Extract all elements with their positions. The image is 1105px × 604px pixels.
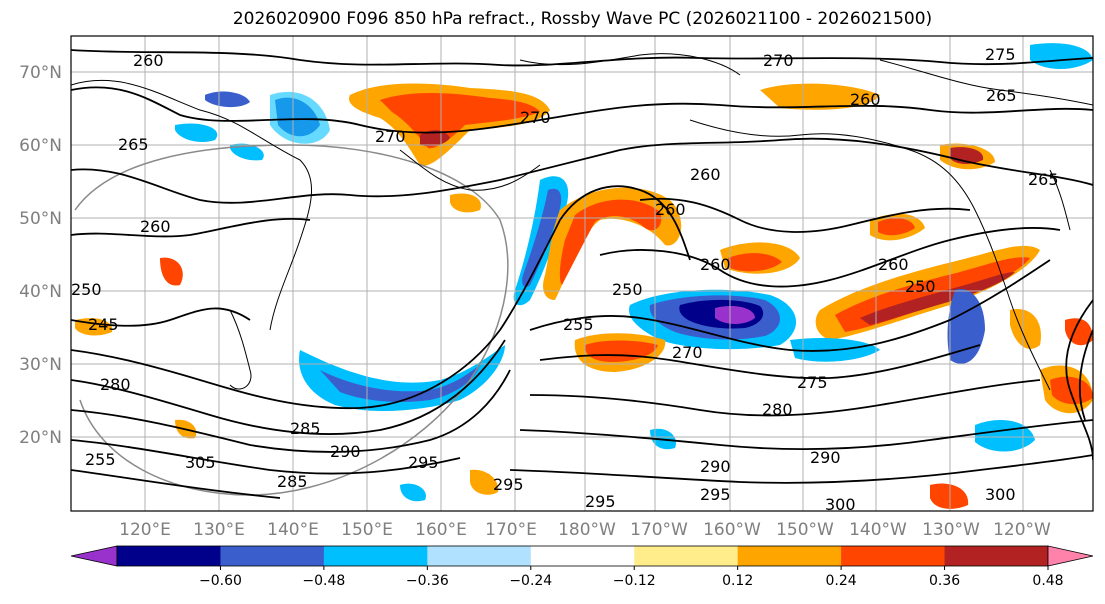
lat-label: 30°N <box>19 355 62 375</box>
lon-label: 120°E <box>119 520 171 540</box>
contour-label: 300 <box>825 495 856 514</box>
coastlines <box>71 53 1093 391</box>
lat-label: 20°N <box>19 428 62 448</box>
colorbar-cell <box>634 546 739 566</box>
contour-label: 270 <box>763 51 794 70</box>
contour-label: 295 <box>493 475 524 494</box>
contour-label: 270 <box>375 127 406 146</box>
contour-label: 265 <box>118 135 149 154</box>
colorbar-cell <box>737 546 842 566</box>
lon-label: 170°E <box>485 520 537 540</box>
contour-label: 305 <box>185 453 216 472</box>
colorbar-cells <box>116 545 1049 567</box>
contour-label: 290 <box>810 448 841 467</box>
contour-label: 260 <box>850 90 881 109</box>
lon-label: 150°E <box>341 520 393 540</box>
lon-label: 140°W <box>849 520 907 540</box>
lon-label: 140°E <box>267 520 319 540</box>
contour-label: 260 <box>133 51 164 70</box>
contour-label: 295 <box>585 492 616 511</box>
colorbar-tick-label: −0.24 <box>509 573 552 589</box>
lat-label: 40°N <box>19 282 62 302</box>
contour-label: 255 <box>85 450 116 469</box>
latitude-labels: 70°N 60°N 50°N 40°N 30°N 20°N <box>19 63 62 448</box>
lon-label: 120°W <box>993 520 1051 540</box>
contour-label: 255 <box>563 315 594 334</box>
anomaly-shading <box>75 43 1093 509</box>
colorbar-cell <box>530 546 635 566</box>
contour-label: 260 <box>655 200 686 219</box>
lat-label: 60°N <box>19 136 62 156</box>
colorbar-tick-label: −0.36 <box>406 573 449 589</box>
contour-label: 275 <box>797 373 828 392</box>
lat-label: 70°N <box>19 63 62 83</box>
graticule <box>71 36 1093 511</box>
map-border <box>70 35 1094 512</box>
lon-label: 130°E <box>193 520 245 540</box>
colorbar-ticks: −0.60 −0.48 −0.36 −0.24 −0.12 0.12 0.24 0.36 0.4… <box>199 566 1064 589</box>
lon-label: 170°W <box>630 520 688 540</box>
contour-label: 260 <box>700 255 731 274</box>
colorbar-tick-label: −0.60 <box>199 573 242 589</box>
contour-label: 295 <box>700 485 731 504</box>
lat-label: 50°N <box>19 209 62 229</box>
lon-label: 150°W <box>776 520 834 540</box>
colorbar-tick-label: 0.24 <box>826 573 857 589</box>
longitude-labels: 120°E 130°E 140°E 150°E 160°E 170°E 180°… <box>119 520 1051 540</box>
lon-label: 160°E <box>415 520 467 540</box>
colorbar-cell <box>427 546 532 566</box>
contour-label: 290 <box>700 457 731 476</box>
contour-label: 250 <box>612 280 643 299</box>
contour-label: 265 <box>986 86 1017 105</box>
contours <box>71 49 1093 499</box>
colorbar-cell <box>323 546 428 566</box>
lon-label: 160°W <box>703 520 761 540</box>
contour-labels: 260 270 275 265 270 260 265 270 260 260 … <box>71 45 1059 514</box>
contour-label: 265 <box>1028 170 1059 189</box>
contour-label: 295 <box>408 453 439 472</box>
colorbar-tick-label: −0.12 <box>613 573 656 589</box>
colorbar: −0.60 −0.48 −0.36 −0.24 −0.12 0.12 0.24 0.36 0.4… <box>70 545 1094 589</box>
colorbar-tick-label: 0.48 <box>1032 573 1063 589</box>
colorbar-extend-right <box>1047 545 1094 567</box>
contour-label: 245 <box>88 315 119 334</box>
contour-label: 290 <box>330 442 361 461</box>
colorbar-tick-label: −0.48 <box>302 573 345 589</box>
contour-label: 300 <box>985 485 1016 504</box>
contour-label: 260 <box>140 217 171 236</box>
colorbar-cell <box>220 546 325 566</box>
map-content: 260 270 275 265 270 260 265 270 260 260 … <box>71 36 1093 514</box>
colorbar-cell <box>944 546 1049 566</box>
lon-label: 130°W <box>922 520 980 540</box>
contour-label: 260 <box>690 165 721 184</box>
colorbar-cell <box>841 546 946 566</box>
colorbar-extend-left <box>70 545 118 567</box>
chart-title: 2026020900 F096 850 hPa refract., Rossby… <box>232 9 933 29</box>
contour-label: 250 <box>71 280 102 299</box>
contour-label: 280 <box>762 400 793 419</box>
contour-label: 285 <box>290 419 321 438</box>
contour-label: 250 <box>905 277 936 296</box>
contour-label: 280 <box>100 375 131 394</box>
colorbar-cell <box>117 546 221 566</box>
colorbar-tick-label: 0.12 <box>722 573 753 589</box>
contour-label: 270 <box>520 108 551 127</box>
contour-label: 275 <box>985 45 1016 64</box>
colorbar-tick-label: 0.36 <box>929 573 960 589</box>
contour-label: 285 <box>277 472 308 491</box>
lon-label: 180°W <box>558 520 616 540</box>
contour-label: 260 <box>878 255 909 274</box>
reference-circle <box>74 144 509 496</box>
contour-label: 270 <box>672 343 703 362</box>
